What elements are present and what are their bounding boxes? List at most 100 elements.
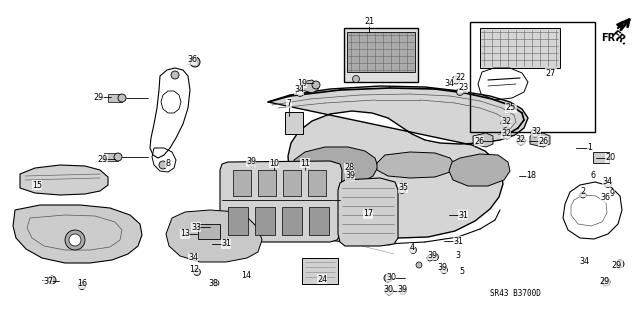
- Text: 32: 32: [515, 136, 525, 145]
- Text: 31: 31: [458, 211, 468, 219]
- Text: 31: 31: [221, 240, 231, 249]
- Circle shape: [384, 274, 392, 282]
- Polygon shape: [294, 147, 378, 187]
- Polygon shape: [108, 94, 122, 102]
- Text: 39: 39: [345, 172, 355, 181]
- Circle shape: [118, 94, 126, 102]
- Text: SR43 B3700D: SR43 B3700D: [490, 288, 541, 298]
- Circle shape: [69, 234, 81, 246]
- Circle shape: [605, 181, 611, 188]
- Text: 2: 2: [580, 188, 586, 197]
- Text: 34: 34: [294, 85, 304, 94]
- Text: 29: 29: [599, 278, 609, 286]
- Text: 34: 34: [579, 256, 589, 265]
- Text: 10: 10: [269, 159, 279, 167]
- Text: 39: 39: [437, 263, 447, 272]
- Circle shape: [501, 119, 509, 127]
- Circle shape: [79, 283, 86, 290]
- Bar: [302, 258, 338, 284]
- Text: 7: 7: [287, 99, 292, 108]
- Bar: [480, 28, 560, 68]
- Text: 15: 15: [32, 181, 42, 189]
- Text: 4: 4: [410, 243, 415, 253]
- Polygon shape: [20, 165, 108, 195]
- Text: 22: 22: [455, 73, 465, 83]
- Text: 19: 19: [297, 78, 307, 87]
- Text: 6: 6: [591, 170, 595, 180]
- Circle shape: [48, 276, 56, 284]
- Circle shape: [399, 287, 406, 294]
- Circle shape: [346, 173, 353, 180]
- Circle shape: [193, 269, 200, 276]
- Text: 28: 28: [344, 164, 354, 173]
- Polygon shape: [268, 86, 528, 238]
- Bar: [198, 224, 220, 239]
- Text: 31: 31: [453, 236, 463, 246]
- Text: 24: 24: [317, 275, 327, 284]
- Text: 13: 13: [180, 229, 190, 239]
- Text: 16: 16: [77, 279, 87, 288]
- Text: 30: 30: [386, 272, 396, 281]
- Polygon shape: [166, 210, 262, 262]
- Polygon shape: [473, 133, 493, 147]
- Circle shape: [452, 76, 460, 84]
- Text: FR.: FR.: [601, 22, 623, 43]
- Circle shape: [190, 57, 200, 67]
- Text: 34: 34: [444, 78, 454, 87]
- Text: 14: 14: [241, 271, 251, 279]
- Circle shape: [159, 161, 167, 169]
- Bar: [309, 207, 329, 235]
- Text: 3: 3: [456, 251, 461, 261]
- Text: 36: 36: [600, 194, 610, 203]
- Circle shape: [399, 187, 406, 194]
- Text: 9: 9: [609, 189, 614, 198]
- Circle shape: [410, 247, 417, 254]
- Text: 17: 17: [363, 210, 373, 219]
- Circle shape: [440, 266, 447, 273]
- Text: 12: 12: [189, 264, 199, 273]
- Text: 39: 39: [397, 286, 407, 294]
- Polygon shape: [104, 153, 118, 161]
- Text: 1: 1: [588, 144, 593, 152]
- Circle shape: [171, 71, 179, 79]
- Circle shape: [580, 192, 586, 198]
- Text: 39: 39: [246, 158, 256, 167]
- Text: 35: 35: [398, 183, 408, 192]
- Bar: [470, 22, 595, 132]
- Polygon shape: [449, 154, 510, 186]
- Polygon shape: [530, 133, 550, 147]
- Circle shape: [427, 255, 433, 261]
- Text: 30: 30: [383, 286, 393, 294]
- Text: 34: 34: [188, 254, 198, 263]
- Bar: [233, 170, 251, 196]
- Polygon shape: [338, 178, 398, 246]
- Bar: [282, 207, 302, 235]
- Bar: [344, 28, 418, 82]
- Text: 33: 33: [191, 222, 201, 232]
- Text: 18: 18: [526, 172, 536, 181]
- Circle shape: [213, 280, 219, 286]
- Circle shape: [416, 262, 422, 268]
- Bar: [308, 170, 326, 196]
- Bar: [228, 207, 248, 235]
- Circle shape: [248, 160, 255, 167]
- Text: FR.: FR.: [610, 28, 630, 48]
- Text: 26: 26: [474, 137, 484, 145]
- Text: 5: 5: [460, 268, 465, 277]
- Circle shape: [431, 254, 438, 261]
- Text: 32: 32: [501, 130, 511, 138]
- Text: 36: 36: [187, 56, 197, 64]
- Bar: [258, 170, 276, 196]
- Polygon shape: [347, 32, 415, 72]
- Bar: [283, 170, 301, 196]
- Text: 29: 29: [612, 261, 622, 270]
- Text: 25: 25: [506, 103, 516, 113]
- Polygon shape: [220, 161, 342, 242]
- Text: 37: 37: [43, 277, 53, 286]
- Circle shape: [385, 287, 393, 295]
- Text: 8: 8: [166, 159, 170, 167]
- Text: 11: 11: [300, 159, 310, 167]
- Polygon shape: [377, 152, 455, 178]
- Polygon shape: [161, 91, 181, 113]
- Text: 29: 29: [97, 154, 107, 164]
